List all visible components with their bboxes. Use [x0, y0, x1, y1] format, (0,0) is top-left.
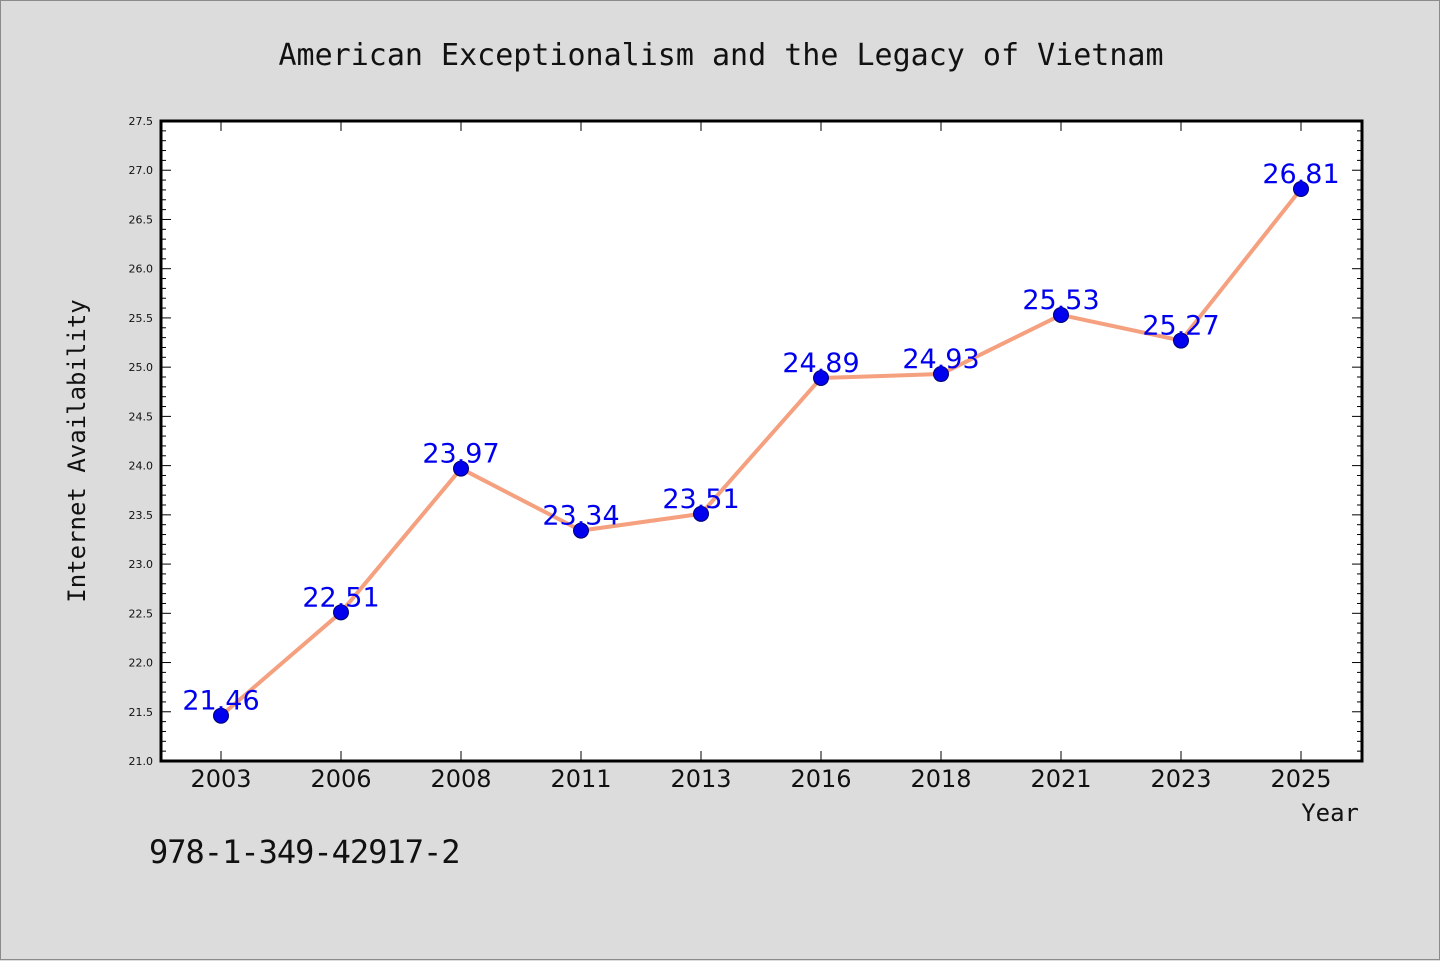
- y-tick-label: 27.5: [129, 115, 154, 128]
- data-point: [1293, 180, 1309, 197]
- x-tick-label: 2016: [790, 765, 851, 793]
- data-label: 24.93: [902, 344, 979, 375]
- y-tick-label: 23.5: [129, 509, 154, 522]
- x-tick-label: 2021: [1030, 765, 1091, 793]
- data-label: 23.34: [542, 501, 619, 532]
- data-label: 23.97: [422, 439, 499, 470]
- y-tick-label: 25.0: [129, 361, 154, 374]
- data-point: [1173, 332, 1189, 349]
- x-axis-label: Year: [1301, 799, 1359, 827]
- chart-title: American Exceptionalism and the Legacy o…: [278, 38, 1163, 73]
- y-tick-label: 22.0: [129, 657, 154, 670]
- data-label: 21.46: [182, 686, 259, 717]
- x-tick-label: 2003: [190, 765, 251, 793]
- data-point: [453, 460, 469, 477]
- y-tick-label: 26.0: [129, 263, 154, 276]
- data-point: [693, 505, 709, 522]
- x-axis: 2003 2006 2008 2011 2013 2016 2018 2021 2023 2025: [190, 121, 1332, 793]
- x-tick-label: 2025: [1270, 765, 1331, 793]
- y-tick-label: 21.5: [129, 706, 154, 719]
- x-tick-label: 2008: [430, 765, 491, 793]
- data-point: [1053, 306, 1069, 323]
- data-point: [213, 707, 229, 724]
- data-label: 24.89: [782, 348, 859, 379]
- data-point: [813, 369, 829, 386]
- data-point: [333, 604, 349, 621]
- y-axis-label: Internet Availability: [63, 299, 91, 602]
- x-tick-label: 2013: [670, 765, 731, 793]
- series-internet-availability: 21.46 22.51 23.97 23.34 23.51 24.89 24.93 25.53…: [182, 159, 1340, 724]
- plot-area: [159, 119, 1364, 763]
- x-tick-label: 2018: [910, 765, 971, 793]
- x-tick-label: 2006: [310, 765, 371, 793]
- y-tick-label: 21.0: [129, 755, 154, 768]
- x-tick-label: 2023: [1150, 765, 1211, 793]
- y-tick-label: 25.5: [129, 312, 154, 325]
- y-tick-label: 27.0: [129, 164, 154, 177]
- isbn-text: 978-1-349-42917-2: [149, 833, 461, 871]
- data-point: [573, 522, 589, 539]
- y-tick-label: 22.5: [129, 607, 154, 620]
- data-label: 23.51: [662, 484, 739, 515]
- data-point: [933, 366, 949, 383]
- data-label: 22.51: [302, 582, 379, 613]
- x-tick-label: 2011: [550, 765, 611, 793]
- data-label: 25.27: [1142, 311, 1219, 342]
- data-label: 26.81: [1262, 159, 1339, 190]
- data-label: 25.53: [1022, 285, 1099, 316]
- y-tick-label: 24.0: [129, 460, 154, 473]
- y-tick-label: 24.5: [129, 410, 154, 423]
- y-tick-label: 26.5: [129, 213, 154, 226]
- series-line: [219, 187, 1303, 718]
- y-axis: 21.0 21.5 22.0 22.5 23.0 23.5 24.0 24.5 25.0 25.5…: [129, 115, 1362, 768]
- y-tick-label: 23.0: [129, 558, 154, 571]
